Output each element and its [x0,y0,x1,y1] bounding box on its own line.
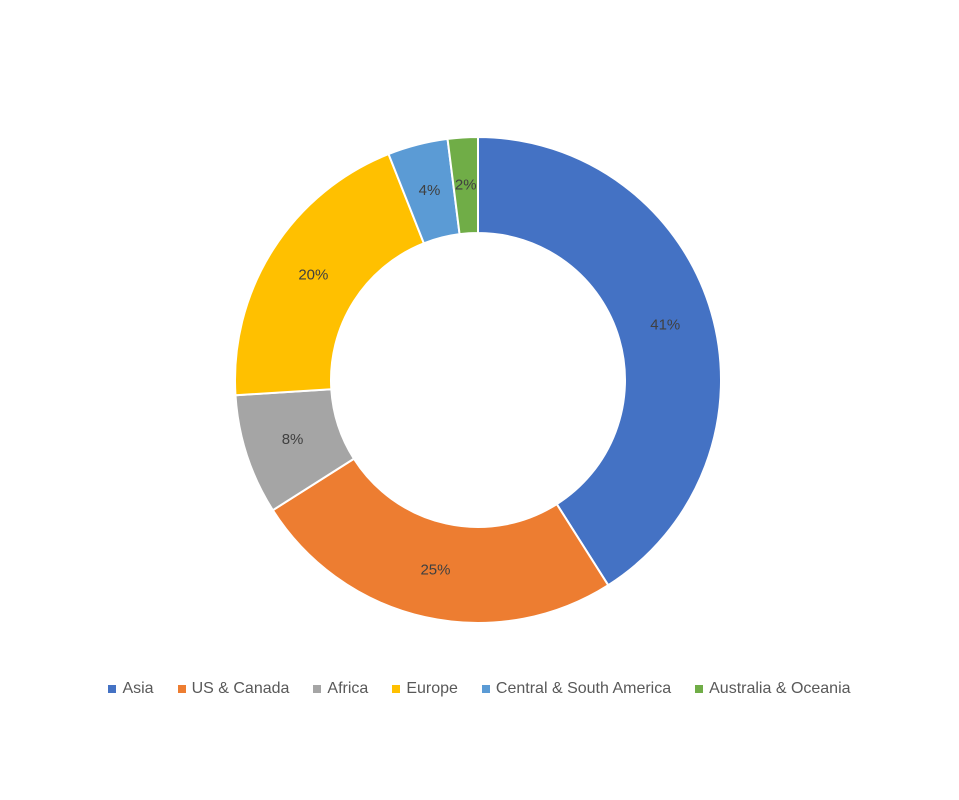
legend-swatch [177,685,186,693]
legend-label: Asia [122,680,154,697]
legend-label: Australia & Oceania [709,680,851,697]
legend-item: Europe [392,680,458,698]
donut-slice [234,152,426,397]
data-label: 25% [420,561,450,578]
legend-item: Asia [108,680,154,698]
legend-item: US & Canada [177,680,290,698]
legend-swatch [392,685,401,693]
legend-swatch [695,685,704,693]
data-label: 8% [282,431,304,448]
legend-item: Africa [313,680,368,698]
donut-slice [271,457,610,624]
legend-item: Central & South America [481,680,672,698]
data-label: 2% [455,176,477,193]
legend-swatch [108,685,117,693]
data-label: 41% [650,317,680,334]
data-label: 20% [298,266,328,283]
legend-item: Australia & Oceania [695,680,851,698]
chart: 41% 25% 8% 20% 4% 2% [234,135,722,624]
donut-slice [446,135,479,236]
legend-swatch [481,685,490,693]
legend-label: Central & South America [495,680,672,697]
legend: Asia US & Canada Africa Europe Central & Sou… [0,680,959,698]
data-label: 4% [419,182,441,199]
donut-slice [477,135,722,587]
legend-label: Europe [406,680,458,697]
legend-swatch [313,685,322,693]
legend-label: Africa [327,680,369,697]
legend-label: US & Canada [191,680,290,697]
